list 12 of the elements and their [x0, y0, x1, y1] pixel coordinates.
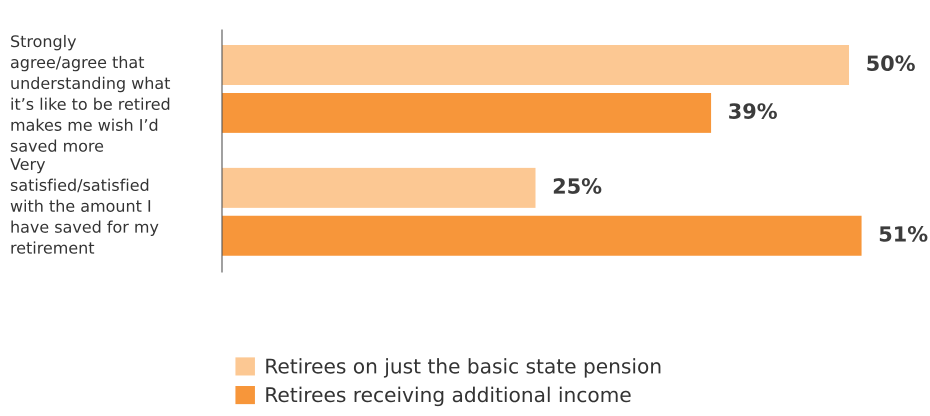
legend-label: Retirees receiving additional income [266, 386, 631, 406]
bar [222, 92, 712, 133]
data-label: 25% [554, 178, 602, 194]
y-tick-label: Strongly agree/agree that understanding what it’s like to be retired makes me wish I’d saved more [10, 34, 170, 152]
bar [222, 45, 850, 85]
legend-label: Retirees on just the basic state pension [266, 358, 660, 378]
bar [222, 216, 862, 256]
data-label: 51% [880, 226, 928, 242]
data-label: 50% [867, 55, 915, 72]
y-tick-label: Very satisfied/satisfied with the amount I have saved for my retirement [10, 158, 158, 254]
data-label: 39% [729, 103, 777, 119]
bar [222, 168, 536, 208]
